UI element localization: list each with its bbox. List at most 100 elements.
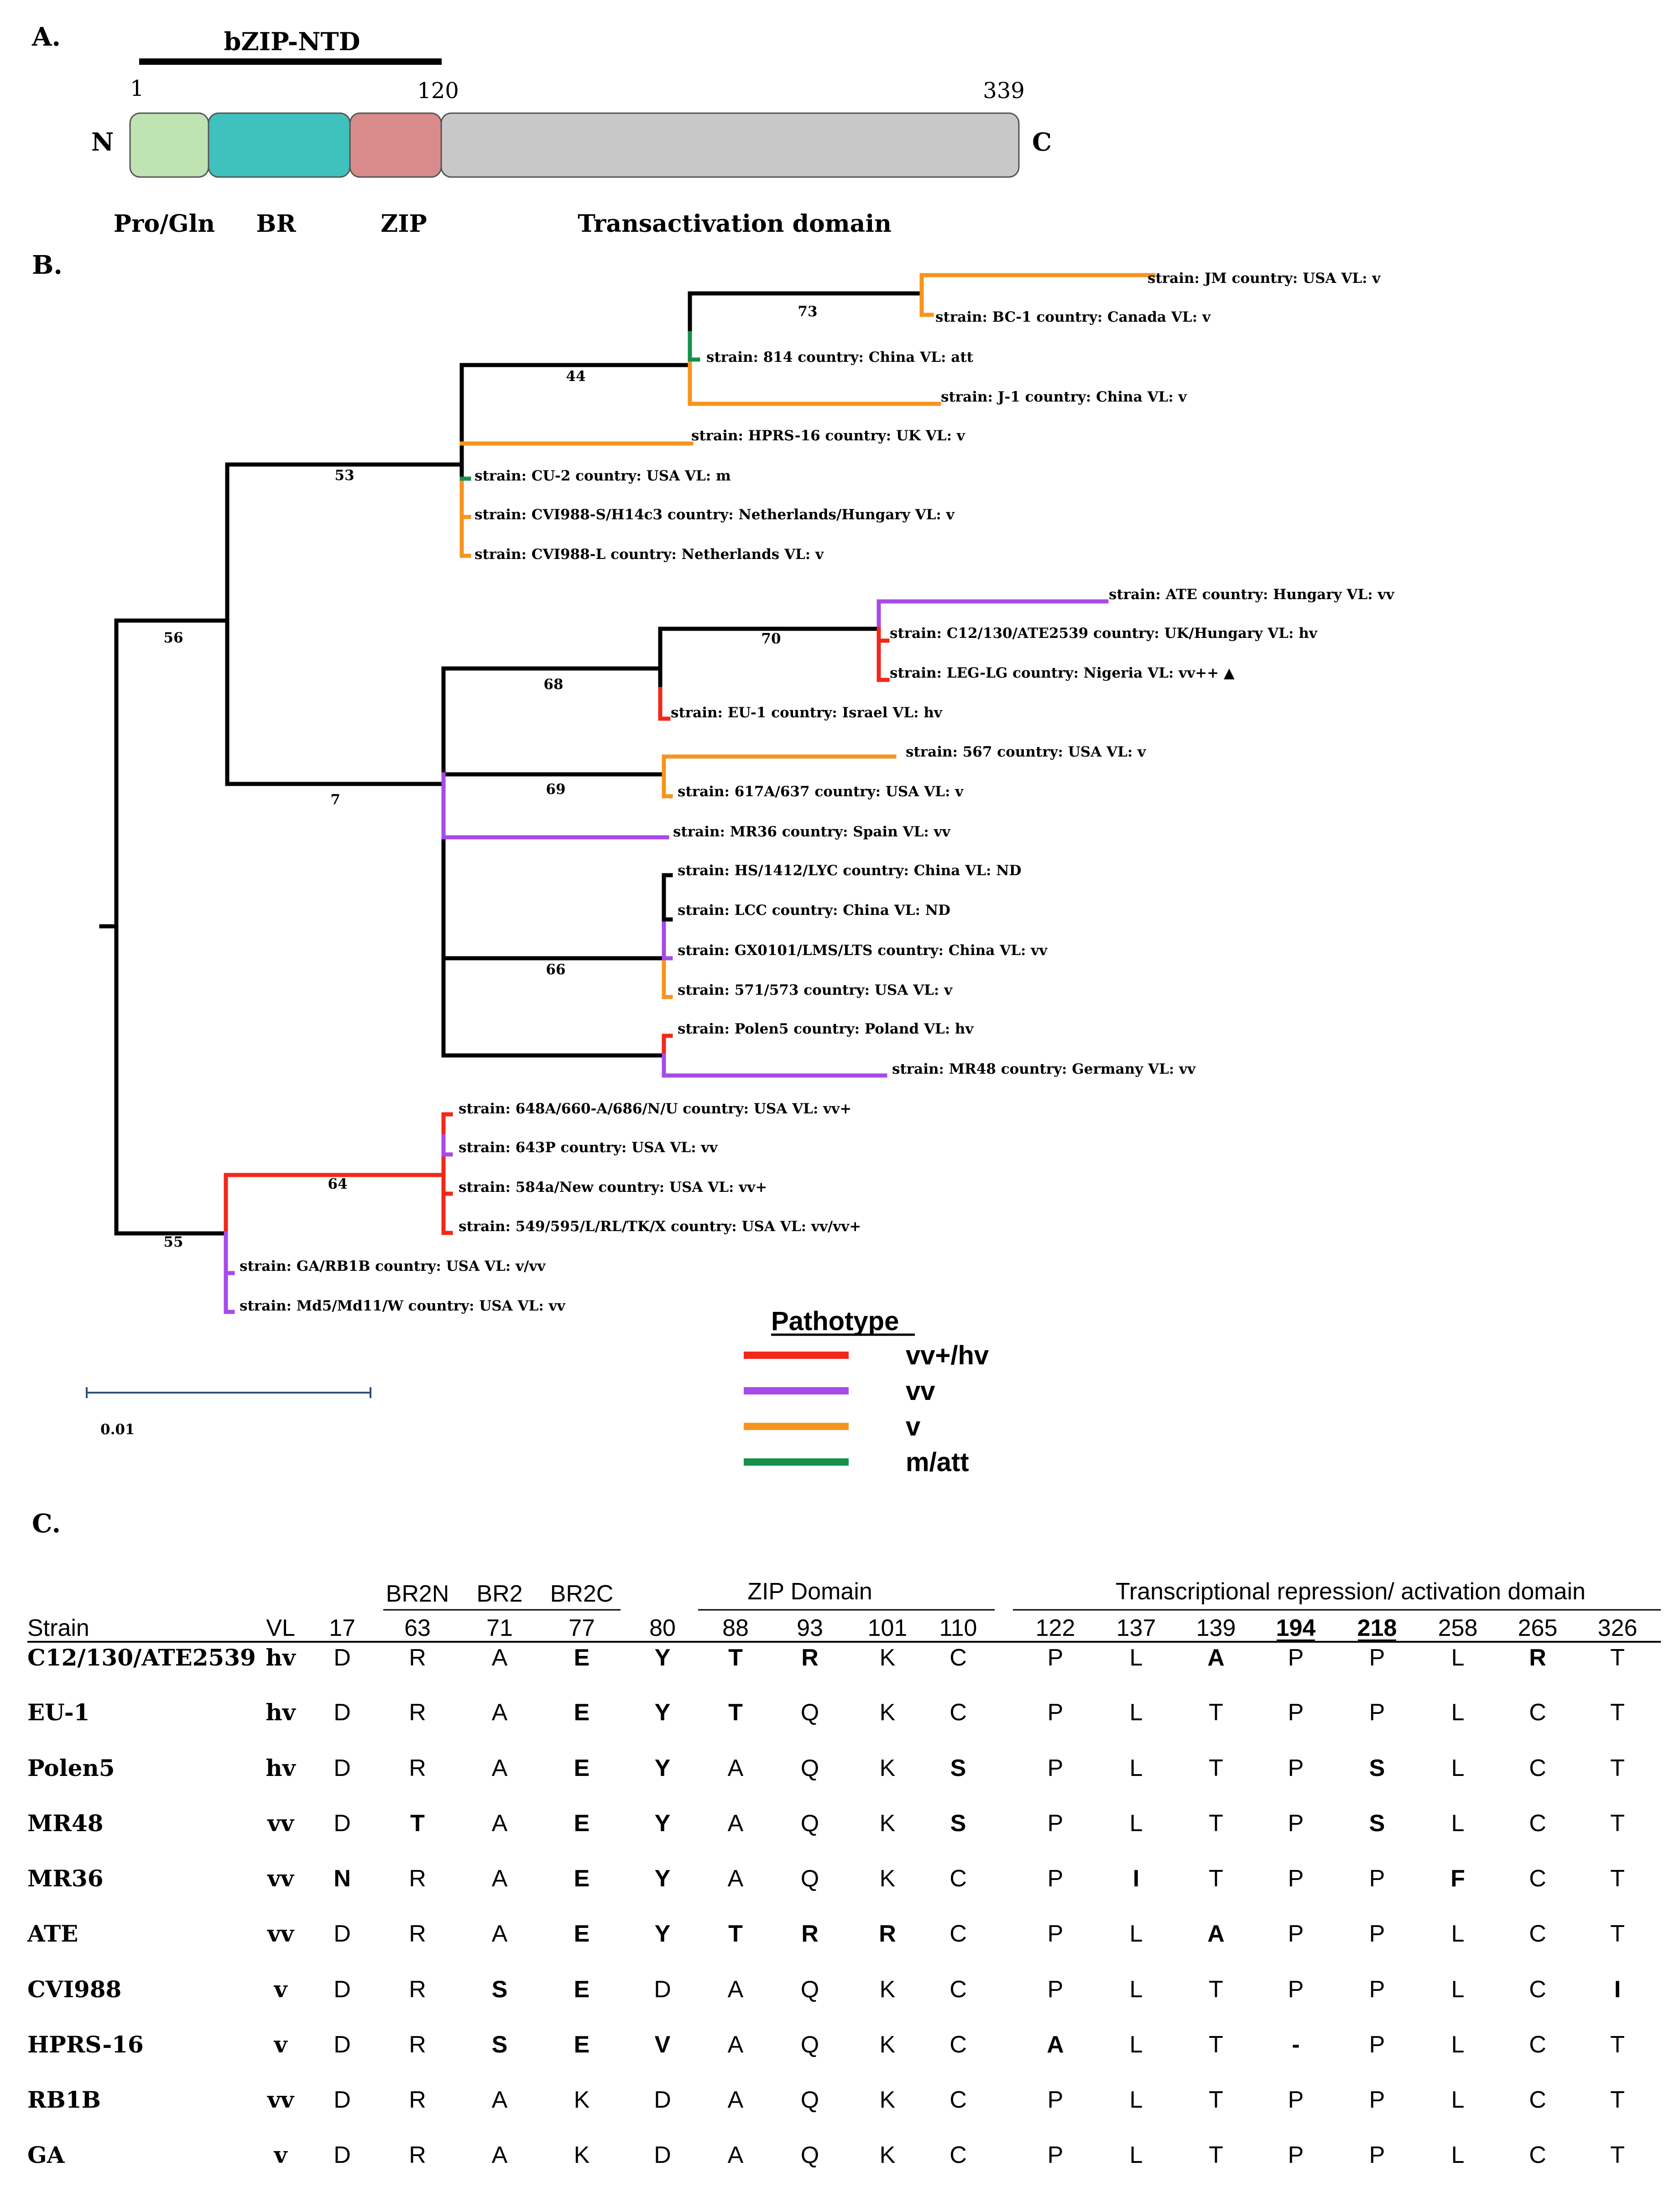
residue-cell: R	[409, 1976, 426, 2003]
residue-cell: L	[1130, 1921, 1143, 1947]
pos-zip-end: 120	[417, 78, 459, 104]
domain-label-2: ZIP	[381, 210, 427, 238]
panel-b: B. 73 44 53 56 70 68 69 7 66 64 55 strain: JM coun…	[32, 250, 1394, 1477]
residue-cell: A	[492, 1755, 508, 1781]
group-trans: Transcriptional repression/ activation d…	[1116, 1578, 1586, 1605]
residue-cell: I	[1614, 1976, 1621, 2003]
residue-cell: T	[1209, 1865, 1223, 1892]
residue-cell: E	[574, 1810, 590, 1837]
residue-cell: T	[728, 1921, 743, 1947]
residue-cell: E	[574, 2031, 590, 2058]
scale-label: 0.01	[100, 1421, 135, 1438]
table-row: MR36 vv N R A E Y A Q K C P I T P P F C T	[27, 1865, 1625, 1892]
residue-cell: L	[1130, 1645, 1143, 1671]
residue-cell: C	[1529, 1810, 1546, 1837]
residue-cell: D	[334, 2031, 351, 2058]
residue-cell: A	[1047, 2031, 1064, 2058]
residue-cell: Q	[801, 2031, 819, 2058]
residue-cell: R	[409, 1699, 426, 1726]
bootstrap-value: 73	[798, 303, 817, 320]
residue-cell: T	[1209, 2142, 1223, 2168]
residue-cell: Y	[655, 1755, 671, 1781]
residue-cell: T	[728, 1645, 743, 1671]
residue-cell: L	[1130, 2087, 1143, 2113]
residue-cell: L	[1130, 1976, 1143, 2003]
residue-cell: R	[801, 1645, 819, 1671]
table-row: C12/130/ATE2539 hv D R A E Y T R K C P L A P P L R T	[27, 1644, 1625, 1671]
table-row: ATE vv D R A E Y T R R C P L A P P L C T	[27, 1920, 1625, 1947]
residue-cell: P	[1288, 1645, 1304, 1671]
residue-cell: Q	[801, 1865, 819, 1892]
residue-cell: L	[1130, 2142, 1143, 2168]
leaf-label: strain: HPRS-16 country: UK VL: v	[691, 428, 965, 444]
residue-cell: K	[880, 1976, 896, 2003]
row-strain: EU-1	[27, 1699, 89, 1726]
residue-cell: A	[728, 2087, 744, 2113]
group-zip: ZIP Domain	[747, 1578, 872, 1605]
leaf-label: strain: BC-1 country: Canada VL: v	[935, 309, 1211, 325]
residue-cell: P	[1048, 1645, 1064, 1671]
residue-cell: L	[1451, 2087, 1465, 2113]
col-header: VL	[266, 1615, 295, 1641]
col-header: 110	[939, 1615, 977, 1641]
residue-cell: Q	[801, 1699, 819, 1726]
residue-cell: L	[1451, 1810, 1465, 1837]
residue-cell: C	[1529, 2031, 1546, 2058]
residue-cell: P	[1369, 1865, 1385, 1892]
bootstrap-values: 73 44 53 56 70 68 69 7 66 64 55	[163, 303, 817, 1250]
table-row: RB1B vv D R A K D A Q K C P L T P P L C T	[27, 2086, 1625, 2113]
residue-cell: K	[880, 2087, 896, 2113]
residue-cell: R	[879, 1921, 896, 1947]
residue-cell: K	[880, 1755, 896, 1781]
residue-cell: K	[880, 2142, 896, 2168]
group-br2c: BR2C	[550, 1581, 614, 1607]
residue-cell: C	[950, 1921, 967, 1947]
residue-cell: P	[1288, 1699, 1304, 1726]
residue-cell: P	[1288, 1921, 1304, 1947]
domain-box-br	[208, 112, 351, 178]
residue-cell: L	[1451, 1755, 1465, 1781]
col-header: 258	[1438, 1615, 1478, 1641]
residue-cell: A	[728, 1976, 744, 2003]
row-strain: CVI988	[27, 1976, 121, 2003]
residue-cell: D	[334, 1699, 351, 1726]
leaf-label: strain: CVI988-S/H14c3 country: Netherla…	[475, 506, 955, 523]
table-row: CVI988 v D R S E D A Q K C P L T P P L C I	[27, 1976, 1621, 2003]
residue-cell: Q	[801, 1976, 819, 2003]
residue-cell: R	[1529, 1645, 1546, 1671]
residue-cell: R	[801, 1921, 819, 1947]
residue-cell: P	[1288, 1810, 1304, 1837]
leaf-label: strain: 549/595/L/RL/TK/X country: USA V…	[459, 1218, 861, 1235]
residue-cell: S	[950, 1810, 966, 1837]
residue-cell: S	[1369, 1810, 1385, 1837]
row-strain: Polen5	[27, 1754, 115, 1781]
domain-label-3: Transactivation domain	[578, 210, 892, 238]
residue-cell: P	[1048, 2142, 1064, 2168]
residue-cell: S	[1369, 1755, 1385, 1781]
domain-box-transactivation-domain	[440, 112, 1020, 178]
residue-cell: T	[1209, 2087, 1223, 2113]
row-strain: HPRS-16	[27, 2031, 144, 2058]
panel-c: C. BR2N BR2 BR2C ZIP Domain Transcriptio…	[27, 1509, 1661, 2168]
domain-boxes	[129, 112, 1020, 178]
residue-cell: R	[409, 1755, 426, 1781]
col-header: 137	[1117, 1615, 1156, 1641]
leaf-label: strain: Polen5 country: Poland VL: hv	[678, 1021, 974, 1037]
bootstrap-value: 68	[543, 676, 563, 693]
residue-cell: T	[1610, 1921, 1625, 1947]
residue-cell: C	[950, 1976, 967, 2003]
leaf-labels: strain: JM country: USA VL: v strain: BC-…	[240, 270, 1394, 1314]
residue-cell: L	[1451, 1645, 1465, 1671]
residue-cell: T	[1209, 1699, 1223, 1726]
residue-cell: E	[574, 1865, 590, 1892]
row-vl: hv	[266, 1644, 296, 1671]
residue-cell: T	[1610, 2142, 1625, 2168]
legend-label: vv	[906, 1376, 935, 1406]
row-strain: ATE	[27, 1920, 78, 1947]
table-row: GA v D R A K D A Q K C P L T P P L C T	[27, 2141, 1625, 2168]
residue-cell: P	[1048, 1921, 1064, 1947]
residue-cell: Q	[801, 2142, 819, 2168]
leaf-label: strain: EU-1 country: Israel VL: hv	[671, 705, 943, 721]
leaf-label: strain: J-1 country: China VL: v	[941, 389, 1187, 405]
residue-cell: K	[880, 1645, 896, 1671]
